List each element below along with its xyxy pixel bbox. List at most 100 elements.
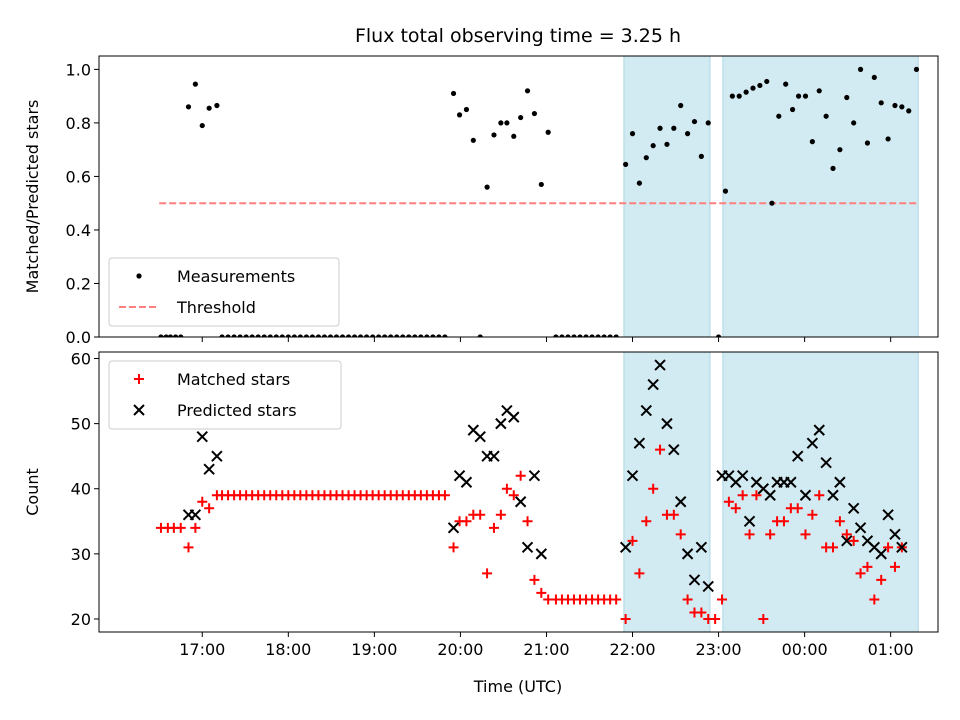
data-point bbox=[661, 417, 673, 430]
data-point bbox=[448, 542, 459, 553]
data-point bbox=[611, 594, 622, 605]
data-point bbox=[315, 334, 322, 337]
data-point bbox=[538, 181, 544, 188]
y-axis-label-count: Count bbox=[23, 468, 42, 516]
data-point bbox=[681, 548, 694, 560]
legend-box bbox=[108, 360, 342, 430]
data-point bbox=[491, 132, 497, 138]
data-point bbox=[442, 334, 448, 337]
data-point bbox=[758, 613, 769, 624]
data-point bbox=[339, 334, 346, 337]
data-point bbox=[522, 516, 533, 527]
data-point bbox=[809, 139, 815, 145]
data-point bbox=[640, 404, 652, 417]
data-point bbox=[190, 522, 201, 533]
legend-box bbox=[108, 257, 340, 327]
data-point bbox=[175, 522, 186, 533]
data-point bbox=[518, 114, 524, 121]
data-point bbox=[521, 541, 534, 554]
data-point bbox=[211, 450, 223, 462]
series-matched-stars bbox=[155, 444, 907, 624]
data-point bbox=[589, 334, 595, 337]
data-point bbox=[528, 470, 541, 482]
data-point bbox=[388, 334, 394, 337]
data-point bbox=[439, 490, 450, 501]
x-tick-label: 22:00 bbox=[609, 640, 655, 659]
data-point bbox=[862, 561, 873, 572]
data-point bbox=[535, 548, 548, 560]
data-point bbox=[620, 613, 631, 624]
data-point bbox=[723, 496, 734, 507]
data-point bbox=[654, 359, 666, 371]
data-point bbox=[321, 334, 328, 337]
data-point bbox=[717, 594, 728, 605]
data-point bbox=[830, 165, 836, 171]
data-point bbox=[199, 122, 205, 129]
data-point bbox=[418, 334, 424, 337]
data-point bbox=[722, 188, 729, 194]
data-point bbox=[778, 516, 789, 527]
data-point bbox=[508, 411, 520, 423]
data-point bbox=[682, 594, 693, 605]
data-point bbox=[261, 334, 267, 337]
data-point bbox=[291, 334, 297, 337]
data-point bbox=[456, 112, 463, 118]
y-tick-label: 60 bbox=[71, 350, 91, 369]
observing-window bbox=[623, 352, 710, 632]
data-point bbox=[847, 502, 860, 514]
legend-ratio: Measurements Threshold bbox=[108, 257, 340, 327]
x-tick-label: 21:00 bbox=[523, 640, 569, 659]
data-point bbox=[412, 334, 418, 337]
data-point bbox=[309, 334, 316, 337]
data-point bbox=[650, 143, 656, 149]
data-point bbox=[577, 334, 583, 337]
data-point bbox=[178, 334, 184, 337]
data-point bbox=[730, 503, 741, 514]
y-tick-label: 0.6 bbox=[66, 167, 91, 186]
data-point bbox=[249, 334, 255, 337]
data-point bbox=[647, 378, 659, 391]
data-point bbox=[869, 594, 880, 605]
data-point bbox=[696, 607, 707, 618]
data-point bbox=[511, 133, 517, 139]
legend-marker bbox=[133, 404, 145, 416]
data-point bbox=[799, 489, 812, 501]
data-point bbox=[531, 110, 538, 117]
y-tick-label: 30 bbox=[71, 545, 91, 564]
data-point bbox=[743, 515, 756, 528]
data-point bbox=[783, 81, 789, 87]
data-point bbox=[792, 503, 803, 514]
data-point bbox=[501, 483, 512, 494]
legend-marker bbox=[136, 273, 142, 279]
data-point bbox=[899, 104, 905, 110]
data-point bbox=[744, 529, 755, 540]
data-point bbox=[376, 334, 382, 337]
data-point bbox=[807, 509, 818, 520]
data-point bbox=[273, 334, 279, 337]
data-point bbox=[406, 334, 412, 337]
data-point bbox=[684, 131, 691, 137]
data-point bbox=[695, 541, 708, 554]
data-point bbox=[279, 334, 285, 337]
data-point bbox=[285, 334, 291, 337]
data-point bbox=[629, 131, 636, 137]
data-point bbox=[837, 147, 843, 153]
chart-panels: 0.0 0.2 0.4 0.6 0.8 1.0 Matched/Predicted star… bbox=[23, 55, 939, 659]
panel-ratio: 0.0 0.2 0.4 0.6 0.8 1.0 Matched/Predicted star… bbox=[23, 55, 939, 347]
y-tick-label: 1.0 bbox=[66, 60, 91, 79]
data-point bbox=[203, 463, 215, 475]
observing-window bbox=[722, 56, 919, 337]
data-point bbox=[514, 496, 527, 508]
data-point bbox=[806, 437, 819, 449]
y-tick-label: 0.2 bbox=[66, 274, 91, 293]
data-point bbox=[641, 516, 652, 527]
data-point bbox=[834, 476, 846, 488]
data-point bbox=[225, 334, 231, 337]
data-point bbox=[882, 509, 894, 521]
data-point bbox=[664, 141, 670, 147]
axes-frame-count bbox=[98, 351, 939, 633]
data-point bbox=[231, 334, 237, 337]
data-point bbox=[634, 568, 645, 579]
data-point bbox=[841, 535, 853, 547]
data-point bbox=[357, 334, 364, 337]
